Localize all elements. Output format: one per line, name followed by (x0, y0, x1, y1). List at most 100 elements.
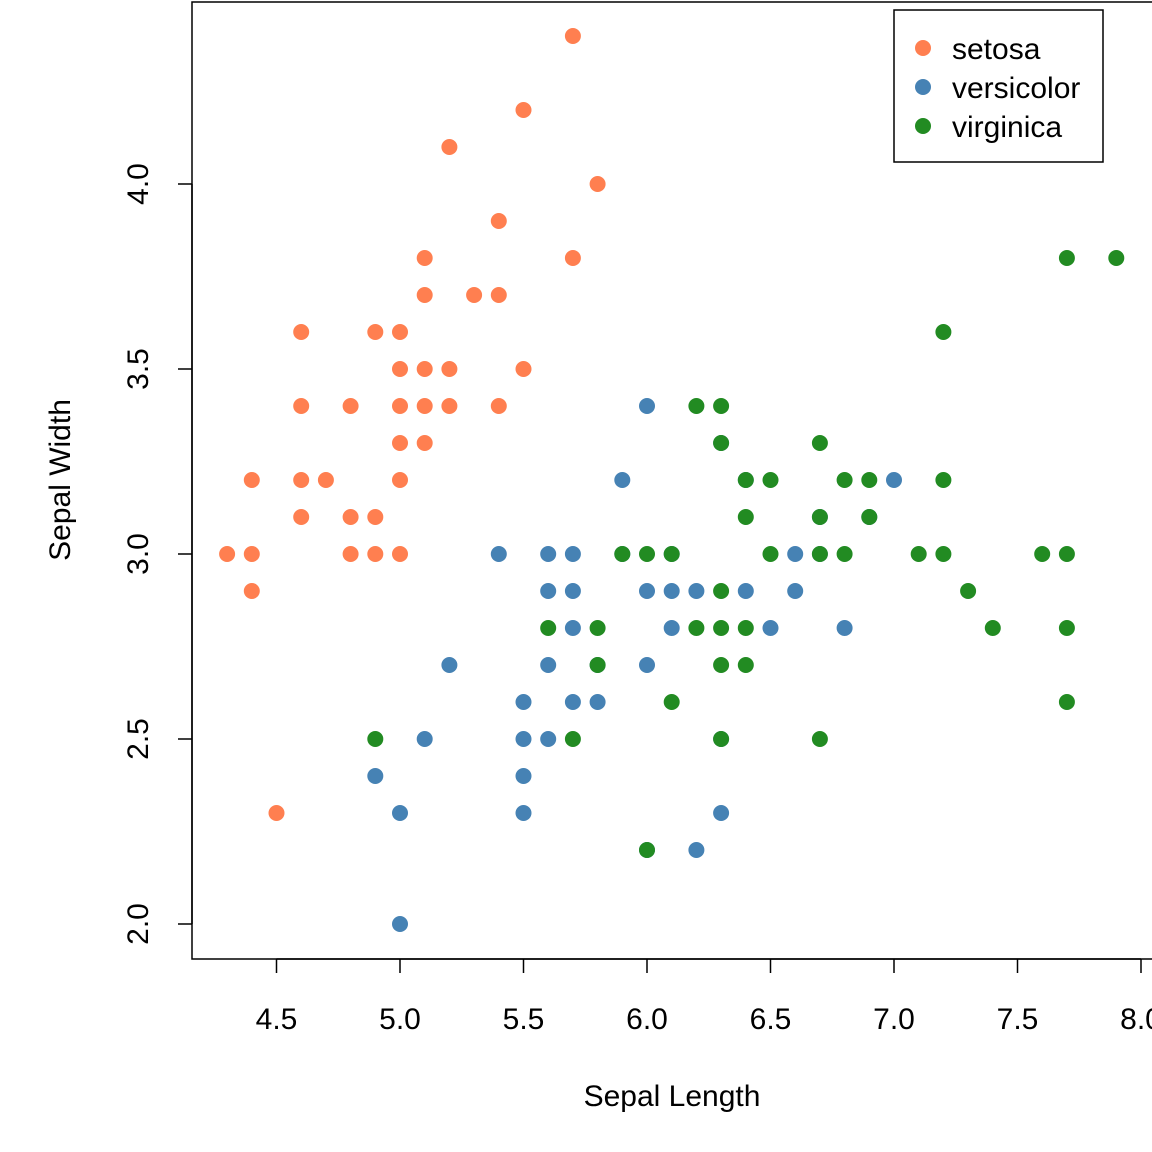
data-point-setosa (392, 361, 408, 377)
data-point-versicolor (762, 620, 779, 636)
legend-marker-virginica (915, 118, 931, 134)
data-point-setosa (416, 398, 433, 414)
data-point-setosa (515, 102, 532, 118)
x-axis-label: Sepal Length (584, 1080, 761, 1113)
data-point-setosa (342, 509, 359, 525)
data-point-versicolor (515, 731, 532, 747)
data-point-virginica (762, 472, 779, 488)
data-point-versicolor (416, 731, 433, 747)
data-point-setosa (416, 361, 433, 377)
data-point-setosa (564, 250, 581, 266)
data-point-versicolor (787, 546, 804, 562)
legend-marker-setosa (915, 40, 931, 56)
y-axis-label: Sepal Width (44, 399, 77, 561)
data-point-virginica (713, 583, 730, 599)
data-point-versicolor (540, 546, 557, 562)
data-point-versicolor (787, 583, 804, 599)
data-point-versicolor (515, 694, 532, 710)
data-point-setosa (243, 546, 260, 562)
data-point-virginica (737, 509, 754, 525)
x-tick-label: 8.0 (1120, 1003, 1152, 1036)
data-point-virginica (861, 472, 878, 488)
data-point-virginica (713, 398, 730, 414)
data-point-versicolor (886, 472, 902, 488)
data-point-versicolor (564, 694, 581, 710)
data-point-setosa (392, 472, 408, 488)
data-point-setosa (490, 213, 507, 229)
data-point-setosa (293, 472, 310, 488)
x-tick-label: 6.0 (626, 1003, 668, 1036)
data-point-versicolor (663, 583, 680, 599)
data-point-setosa (392, 398, 408, 414)
data-point-versicolor (367, 768, 384, 784)
data-point-virginica (1034, 546, 1051, 562)
data-point-setosa (342, 398, 359, 414)
data-point-setosa (392, 546, 408, 562)
data-point-virginica (688, 398, 705, 414)
data-point-virginica (811, 546, 828, 562)
data-point-versicolor (540, 657, 557, 673)
data-point-virginica (614, 546, 631, 562)
data-point-virginica (663, 546, 680, 562)
x-tick-label: 5.5 (503, 1003, 545, 1036)
data-point-virginica (663, 694, 680, 710)
data-point-versicolor (639, 657, 655, 673)
data-point-versicolor (589, 694, 606, 710)
data-point-virginica (1058, 546, 1075, 562)
data-point-virginica (713, 435, 730, 451)
data-point-setosa (441, 361, 458, 377)
data-point-virginica (935, 324, 952, 340)
data-point-virginica (737, 657, 754, 673)
data-point-virginica (910, 546, 927, 562)
data-point-setosa (416, 250, 433, 266)
data-point-setosa (367, 509, 384, 525)
data-point-versicolor (737, 583, 754, 599)
x-axis: 4.5 5.0 5.5 6.0 6.5 7.0 7.5 8.0 (256, 958, 1152, 1036)
data-point-virginica (713, 620, 730, 636)
data-point-setosa (243, 583, 260, 599)
x-tick-label: 7.0 (873, 1003, 915, 1036)
data-point-setosa (342, 546, 359, 562)
data-point-setosa (466, 287, 483, 303)
data-point-setosa (564, 28, 581, 44)
data-point-virginica (1058, 250, 1075, 266)
y-tick-label: 3.0 (122, 533, 155, 575)
data-point-virginica (762, 546, 779, 562)
data-point-setosa (293, 398, 310, 414)
data-point-virginica (589, 620, 606, 636)
data-point-virginica (589, 657, 606, 673)
data-point-setosa (293, 324, 310, 340)
data-point-setosa (392, 324, 408, 340)
data-point-versicolor (564, 546, 581, 562)
data-point-setosa (367, 324, 384, 340)
x-tick-label: 5.0 (379, 1003, 421, 1036)
data-point-setosa (441, 398, 458, 414)
data-point-virginica (564, 731, 581, 747)
data-point-virginica (811, 435, 828, 451)
data-point-versicolor (540, 583, 557, 599)
data-point-virginica (367, 731, 384, 747)
data-point-virginica (935, 546, 952, 562)
y-axis: 2.0 2.5 3.0 3.5 4.0 (122, 163, 193, 945)
data-point-versicolor (392, 805, 408, 821)
data-point-virginica (737, 620, 754, 636)
data-point-setosa (416, 435, 433, 451)
data-point-setosa (392, 435, 408, 451)
data-point-setosa (317, 472, 334, 488)
data-point-versicolor (515, 768, 532, 784)
data-point-setosa (219, 546, 236, 562)
data-point-setosa (441, 139, 458, 155)
data-point-virginica (639, 842, 655, 858)
data-point-setosa (490, 287, 507, 303)
data-point-virginica (1108, 250, 1125, 266)
data-point-setosa (515, 361, 532, 377)
data-point-setosa (589, 176, 606, 192)
data-point-virginica (861, 509, 878, 525)
data-point-virginica (737, 472, 754, 488)
y-tick-label: 4.0 (122, 163, 155, 205)
data-point-virginica (836, 546, 853, 562)
data-point-virginica (713, 731, 730, 747)
data-point-versicolor (564, 583, 581, 599)
data-point-versicolor (540, 731, 557, 747)
legend-label-virginica: virginica (952, 111, 1062, 144)
